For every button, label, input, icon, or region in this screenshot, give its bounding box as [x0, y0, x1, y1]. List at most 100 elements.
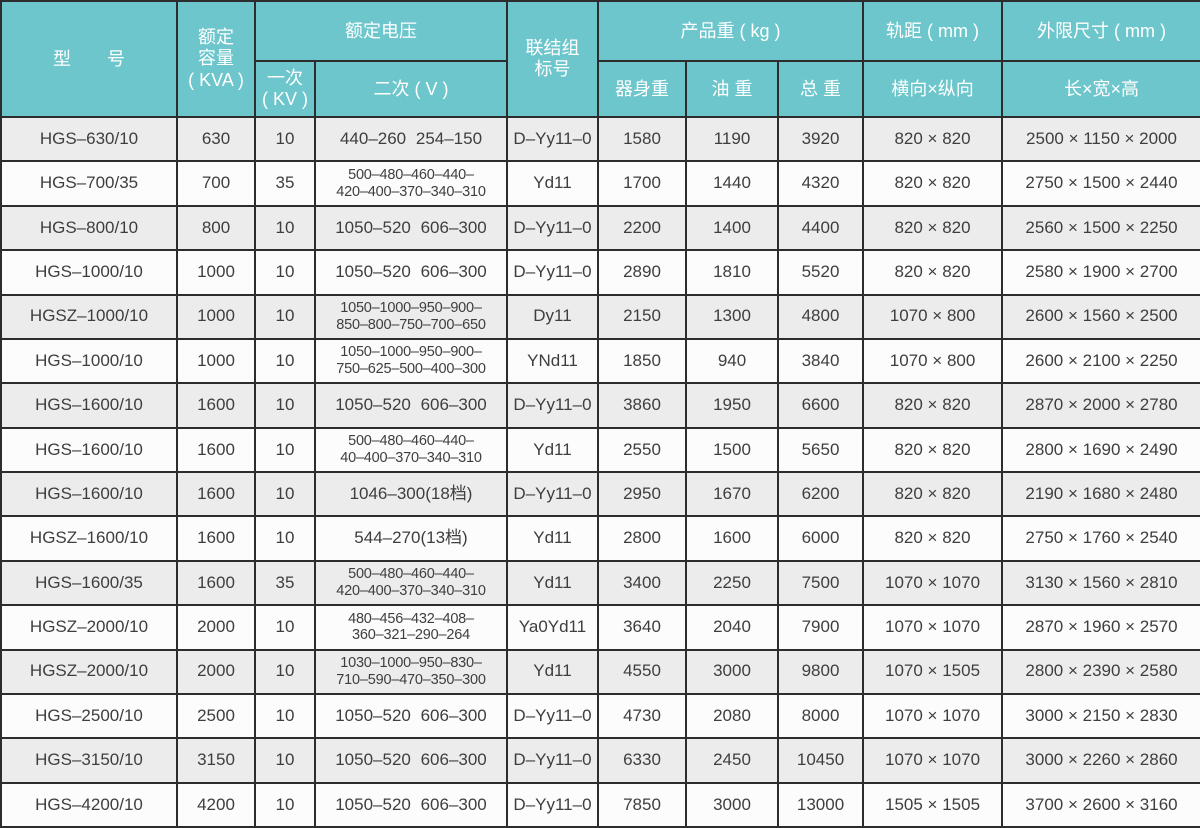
- table-row: HGS–3150/10 3150 10 1050–520 606–300 D–Yy11–…: [0, 737, 1200, 784]
- cell-total: 6000: [776, 515, 865, 562]
- cell-connection: D–Yy11–0: [506, 382, 599, 429]
- cell-body: 1580: [597, 115, 687, 163]
- cell-oil: 1600: [685, 515, 779, 562]
- cell-dims: 2800 × 1690 × 2490: [1001, 426, 1200, 474]
- cell-secondary: 544–270(13档): [314, 515, 508, 562]
- cell-secondary: 1050–520 606–300: [314, 692, 508, 740]
- cell-primary: 35: [254, 559, 316, 607]
- cell-total: 5520: [776, 249, 865, 296]
- cell-total: 6200: [776, 470, 865, 518]
- cell-body: 4550: [597, 648, 687, 695]
- cell-primary: 10: [254, 115, 316, 163]
- table-row: HGS–1600/10 1600 10 1050–520 606–300 D–Yy11–…: [0, 382, 1200, 429]
- cell-dims: 2870 × 2000 × 2780: [1001, 382, 1200, 429]
- cell-capacity: 1000: [176, 293, 256, 340]
- cell-primary: 10: [254, 692, 316, 740]
- cell-gauge: 820 × 820: [862, 249, 1004, 296]
- cell-total: 6600: [776, 382, 865, 429]
- cell-connection: Dy11: [506, 293, 599, 340]
- cell-model: HGSZ–2000/10: [0, 604, 178, 651]
- cell-body: 2200: [597, 204, 687, 252]
- cell-primary: 10: [254, 382, 316, 429]
- table-row: HGS–700/35 700 35 500–480–460–440– 420–400–3…: [0, 160, 1200, 207]
- cell-gauge: 1070 × 1070: [862, 604, 1004, 651]
- cell-secondary: 1050–520 606–300: [314, 204, 508, 252]
- cell-dims: 2500 × 1150 × 2000: [1001, 115, 1200, 163]
- cell-primary: 10: [254, 737, 316, 784]
- cell-dims: 2750 × 1500 × 2440: [1001, 160, 1200, 207]
- col-header-connection-line2: 标号: [534, 59, 571, 79]
- cell-capacity: 1600: [176, 426, 256, 474]
- col-group-rail-gauge: 轨距 ( mm ): [862, 0, 1004, 62]
- cell-total: 4320: [776, 160, 865, 207]
- cell-model: HGSZ–2000/10: [0, 648, 178, 695]
- cell-body: 2800: [597, 515, 687, 562]
- cell-connection: D–Yy11–0: [506, 115, 599, 163]
- table-body: HGS–630/10 630 10 440–260 254–150 D–Yy11–0 15…: [0, 115, 1200, 828]
- cell-secondary: 1030–1000–950–830– 710–590–470–350–300: [314, 648, 508, 695]
- cell-dims: 2600 × 1560 × 2500: [1001, 293, 1200, 340]
- cell-secondary: 500–480–460–440– 420–400–370–340–310: [314, 160, 508, 207]
- table-header: 型 号 额定 容量 ( KVA ) 额定电压 联结组 标号 产品重 ( kg )…: [0, 0, 1200, 118]
- cell-gauge: 1505 × 1505: [862, 781, 1004, 828]
- cell-oil: 1500: [685, 426, 779, 474]
- cell-dims: 3000 × 2150 × 2830: [1001, 692, 1200, 740]
- cell-capacity: 800: [176, 204, 256, 252]
- cell-capacity: 1600: [176, 382, 256, 429]
- cell-primary: 10: [254, 337, 316, 385]
- cell-primary: 35: [254, 160, 316, 207]
- cell-secondary: 500–480–460–440– 420–400–370–340–310: [314, 559, 508, 607]
- cell-secondary: 1050–1000–950–900– 750–625–500–400–300: [314, 337, 508, 385]
- table-row: HGS–1600/10 1600 10 1046–300(18档) D–Yy11–0 29…: [0, 470, 1200, 518]
- cell-body: 2890: [597, 249, 687, 296]
- cell-model: HGS–1600/35: [0, 559, 178, 607]
- cell-dims: 2580 × 1900 × 2700: [1001, 249, 1200, 296]
- cell-gauge: 1070 × 1505: [862, 648, 1004, 695]
- cell-total: 7900: [776, 604, 865, 651]
- cell-primary: 10: [254, 293, 316, 340]
- cell-connection: Yd11: [506, 426, 599, 474]
- cell-secondary: 500–480–460–440– 40–400–370–340–310: [314, 426, 508, 474]
- cell-dims: 2800 × 2390 × 2580: [1001, 648, 1200, 695]
- cell-total: 9800: [776, 648, 865, 695]
- cell-total: 4800: [776, 293, 865, 340]
- cell-dims: 3000 × 2260 × 2860: [1001, 737, 1200, 784]
- cell-capacity: 1000: [176, 337, 256, 385]
- col-header-primary-voltage: 一次 ( KV ): [254, 60, 316, 118]
- cell-model: HGS–1600/10: [0, 426, 178, 474]
- cell-model: HGS–1000/10: [0, 249, 178, 296]
- cell-dims: 2600 × 2100 × 2250: [1001, 337, 1200, 385]
- cell-connection: D–Yy11–0: [506, 737, 599, 784]
- cell-connection: D–Yy11–0: [506, 470, 599, 518]
- table-row: HGS–1600/10 1600 10 500–480–460–440– 40–400–…: [0, 426, 1200, 474]
- cell-oil: 2250: [685, 559, 779, 607]
- cell-secondary: 1046–300(18档): [314, 470, 508, 518]
- cell-oil: 2040: [685, 604, 779, 651]
- cell-body: 2550: [597, 426, 687, 474]
- cell-primary: 10: [254, 604, 316, 651]
- cell-connection: Yd11: [506, 559, 599, 607]
- cell-total: 4400: [776, 204, 865, 252]
- cell-secondary: 1050–520 606–300: [314, 249, 508, 296]
- cell-body: 2150: [597, 293, 687, 340]
- table-row: HGS–1600/35 1600 35 500–480–460–440– 420–400…: [0, 559, 1200, 607]
- col-header-rated-capacity: 额定 容量 ( KVA ): [176, 0, 256, 118]
- cell-model: HGS–800/10: [0, 204, 178, 252]
- col-header-connection-line1: 联结组: [525, 37, 580, 58]
- cell-total: 8000: [776, 692, 865, 740]
- cell-capacity: 4200: [176, 781, 256, 828]
- cell-model: HGS–2500/10: [0, 692, 178, 740]
- cell-oil: 3000: [685, 781, 779, 828]
- cell-body: 3640: [597, 604, 687, 651]
- cell-secondary: 480–456–432–408– 360–321–290–264: [314, 604, 508, 651]
- cell-capacity: 2000: [176, 604, 256, 651]
- col-header-connection-group: 联结组 标号: [506, 0, 599, 118]
- cell-model: HGS–1000/10: [0, 337, 178, 385]
- cell-body: 7850: [597, 781, 687, 828]
- cell-capacity: 3150: [176, 737, 256, 784]
- cell-connection: Yd11: [506, 160, 599, 207]
- cell-primary: 10: [254, 470, 316, 518]
- table-row: HGSZ–2000/10 2000 10 1030–1000–950–830– 710–…: [0, 648, 1200, 695]
- cell-capacity: 1600: [176, 559, 256, 607]
